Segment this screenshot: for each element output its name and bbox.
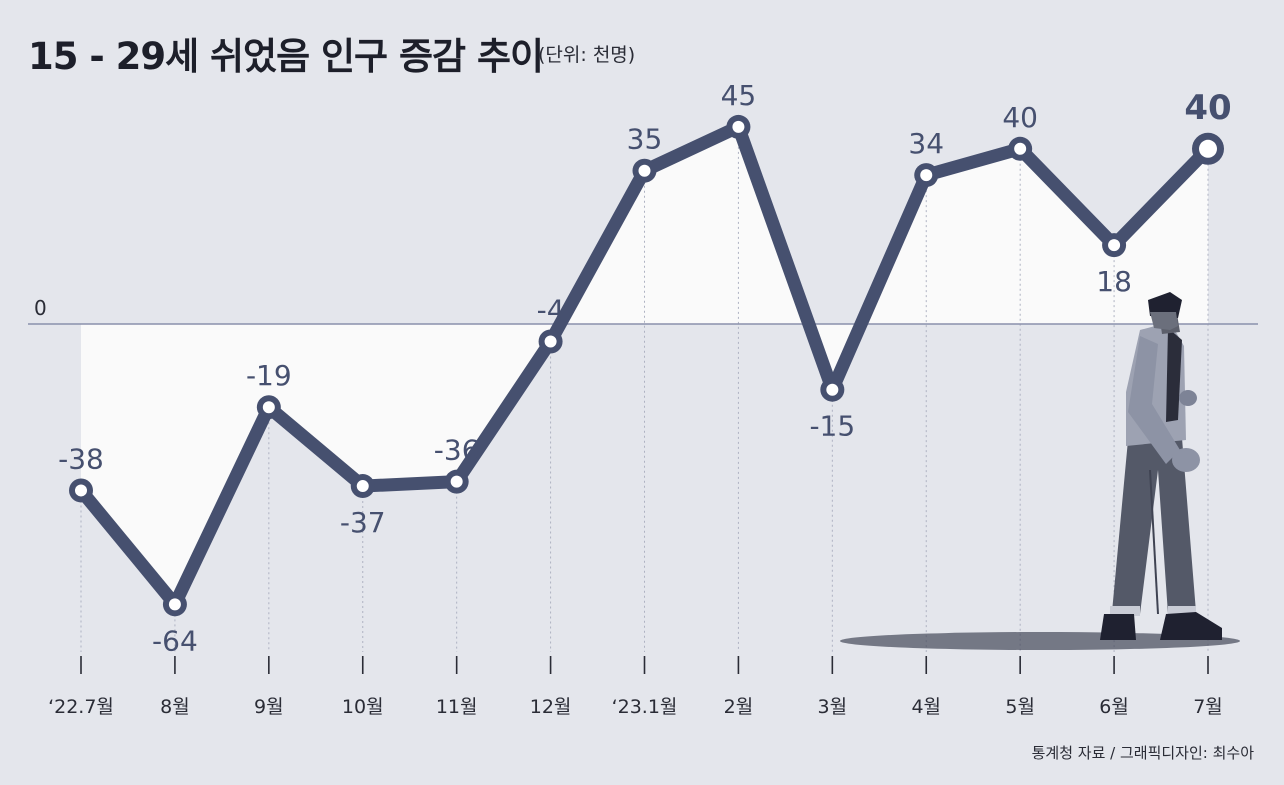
x-tick-label: 8월 <box>160 696 190 718</box>
x-tick-label: 9월 <box>254 696 284 718</box>
data-point <box>732 120 745 133</box>
data-point <box>1108 239 1121 252</box>
tick-layer: ‘22.7월 8월 9월 10월 11월 12월 ‘23.1월 2월 3월 4월 5월 6월 7월 <box>48 696 1223 718</box>
x-tick-label: 7월 <box>1193 696 1223 718</box>
marker-layer <box>69 114 1224 617</box>
data-label: -37 <box>340 506 386 539</box>
x-tick-label: 11월 <box>436 696 478 718</box>
data-label: 34 <box>908 127 944 160</box>
data-point <box>920 169 933 182</box>
data-point <box>262 401 275 414</box>
data-label: -15 <box>809 410 855 443</box>
data-label: 40 <box>1184 88 1231 128</box>
data-point <box>544 335 557 348</box>
data-point <box>450 475 463 488</box>
data-label: -19 <box>246 359 292 392</box>
x-tick-label: 6월 <box>1099 696 1129 718</box>
person-standing-illustration <box>840 292 1240 650</box>
guide-layer <box>80 126 1209 674</box>
data-label: 18 <box>1096 265 1132 298</box>
data-label: -36 <box>434 434 480 467</box>
data-point <box>75 484 87 497</box>
data-point <box>826 383 839 396</box>
x-tick-label: ‘22.7월 <box>48 696 114 718</box>
data-label: 40 <box>1002 101 1038 134</box>
x-tick-label: ‘23.1월 <box>612 696 678 718</box>
data-label: -4 <box>537 294 565 327</box>
data-point <box>168 598 181 611</box>
data-point <box>1199 139 1217 158</box>
data-point <box>1014 142 1027 155</box>
x-tick-label: 12월 <box>530 696 572 718</box>
baseline-layer: 0 <box>28 296 1258 325</box>
data-label: 35 <box>627 123 663 156</box>
zero-label: 0 <box>34 296 47 320</box>
data-label: 45 <box>721 79 757 112</box>
data-label: -64 <box>152 624 198 657</box>
x-tick-label: 2월 <box>724 696 754 718</box>
x-tick-label: 3월 <box>818 696 848 718</box>
unit-label: (단위: 천명) <box>538 44 636 66</box>
source-note: 통계청 자료 / 그래픽디자인: 최수아 <box>1031 744 1254 762</box>
x-tick-label: 5월 <box>1005 696 1035 718</box>
x-tick-label: 10월 <box>342 696 384 718</box>
data-point <box>638 164 651 177</box>
x-tick-label: 4월 <box>911 696 941 718</box>
chart-title: 15 - 29세 쉬었음 인구 증감 추이 <box>28 35 544 78</box>
data-point <box>356 480 369 493</box>
data-label: -38 <box>58 442 104 475</box>
label-layer: -38 -64 -19 -37 -36 -4 35 45 -15 34 40 18 40 <box>58 79 1232 657</box>
